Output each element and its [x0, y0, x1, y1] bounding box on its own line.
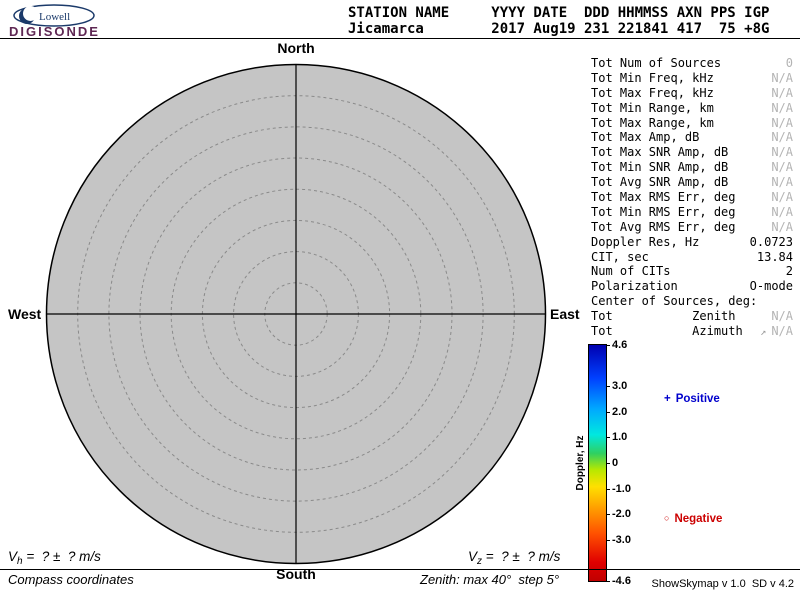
colorbar-axis-label: Doppler, Hz — [575, 435, 586, 491]
stat-row: Tot Azimuth ↗ N/A — [591, 324, 793, 339]
stat-row: Num of CITs 2 — [591, 264, 793, 279]
header-column-labels: STATION NAME YYYY DATE DDD HHMMSS AXN PP… — [348, 5, 770, 21]
totals-stats-table: Tot Num of Sources 0 Tot Min Freq, kHz N/A… — [591, 56, 793, 339]
stat-row: Tot Min Range, km N/A — [591, 100, 793, 115]
stat-row: Tot Max Amp, dB N/A — [591, 130, 793, 145]
compass-label-east: East — [550, 306, 580, 322]
stat-row: Tot Avg RMS Err, deg N/A — [591, 219, 793, 234]
stat-row: Tot Zenith N/A — [591, 309, 793, 324]
azimuth-arrow-icon: ↗ — [760, 327, 767, 339]
zenith-range-label: Zenith: max 40° step 5° — [420, 572, 560, 587]
header-station-values: Jicamarca 2017 Aug19 231 221841 417 75 +… — [348, 21, 770, 37]
stat-row: Doppler Res, Hz 0.0723 — [591, 234, 793, 249]
colorbar-tick: 0 — [605, 457, 619, 469]
colorbar-tick: 2.0 — [605, 405, 628, 418]
plus-marker-icon: + — [664, 393, 671, 405]
doppler-colorbar: Doppler, Hz 4.6 3.0 2.0 1.0 0 -1.0 -2.0 … — [575, 339, 631, 587]
vertical-velocity-readout: Vz = ? ± ? m/s — [468, 549, 561, 567]
compass-label-south: South — [276, 566, 316, 582]
logo-brand-text: Lowell — [39, 11, 70, 23]
stat-row: Tot Min RMS Err, deg N/A — [591, 204, 793, 219]
stat-row: Tot Max Freq, kHz N/A — [591, 85, 793, 100]
digisonde-wordmark: DIGISONDE — [9, 24, 100, 39]
stat-row: Tot Min Freq, kHz N/A — [591, 70, 793, 85]
header-divider — [0, 38, 800, 39]
colorbar-tick: -1.0 — [606, 482, 631, 495]
stat-row: Tot Max Range, km N/A — [591, 115, 793, 130]
skymap-polar-plot — [45, 63, 547, 565]
stat-row: Tot Num of Sources 0 — [591, 56, 793, 70]
stat-row-section-header: Center of Sources, deg: — [591, 294, 758, 309]
stat-row: CIT, sec 13.84 — [591, 249, 793, 264]
crosshair-axes — [46, 64, 546, 564]
stat-row: Tot Max SNR Amp, dB N/A — [591, 145, 793, 160]
circle-marker-icon: ○ — [664, 513, 670, 523]
colorbar-tick: -3.0 — [606, 533, 631, 546]
coordinates-mode-label: Compass coordinates — [8, 572, 134, 587]
colorbar-tick: 3.0 — [605, 380, 628, 393]
horizontal-velocity-readout: Vh = ? ± ? m/s — [8, 549, 101, 567]
stat-row: Tot Min SNR Amp, dB N/A — [591, 160, 793, 175]
legend-positive: + Positive — [664, 393, 720, 405]
compass-label-west: West — [8, 306, 42, 322]
stat-row: Tot Avg SNR Amp, dB N/A — [591, 175, 793, 190]
stat-row: Polarization O-mode — [591, 279, 793, 294]
stat-row: Tot Max RMS Err, deg N/A — [591, 190, 793, 205]
legend-negative: ○ Negative — [664, 513, 723, 525]
colorbar-tick: 1.0 — [605, 431, 628, 444]
lowell-logo: Lowell — [13, 4, 95, 27]
colorbar-tick: 4.6 — [605, 339, 628, 351]
colorbar-tick: -4.6 — [606, 575, 631, 587]
footer-divider — [0, 569, 800, 570]
software-version-label: ShowSkymap v 1.0 SD v 4.2 — [651, 578, 794, 590]
colorbar-tick: -2.0 — [606, 508, 631, 521]
compass-label-north: North — [277, 40, 315, 56]
